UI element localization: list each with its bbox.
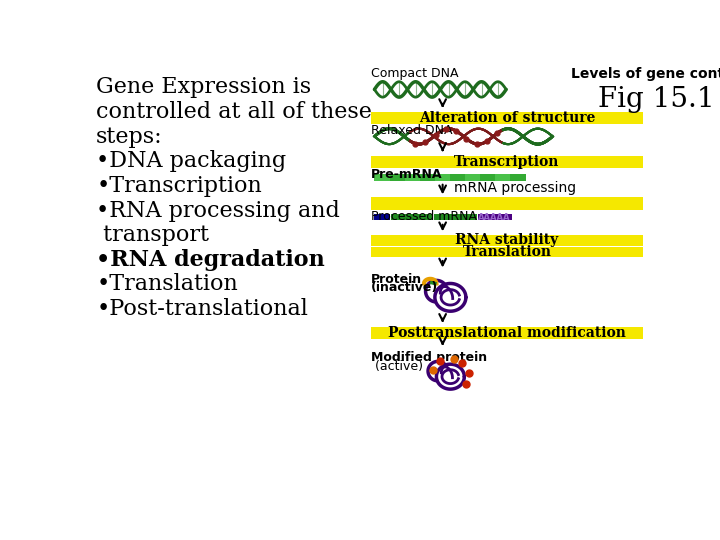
Text: mRNA processing: mRNA processing bbox=[454, 181, 577, 195]
Text: (active): (active) bbox=[371, 360, 423, 373]
Bar bbox=[374, 214, 390, 220]
Text: Levels of gene control: Levels of gene control bbox=[571, 67, 720, 81]
Text: Protein: Protein bbox=[371, 273, 422, 286]
Text: Posttranslational modification: Posttranslational modification bbox=[388, 326, 626, 340]
Text: Fig 15.1: Fig 15.1 bbox=[598, 86, 714, 113]
Text: Relaxed DNA: Relaxed DNA bbox=[371, 124, 452, 137]
Text: •Transcription: •Transcription bbox=[96, 175, 262, 197]
Text: Gene Expression is: Gene Expression is bbox=[96, 76, 311, 98]
Text: AAAAA: AAAAA bbox=[478, 213, 510, 222]
Text: controlled at all of these: controlled at all of these bbox=[96, 101, 372, 123]
Bar bbox=[371, 156, 644, 168]
Bar bbox=[374, 174, 390, 181]
Text: (inactive): (inactive) bbox=[371, 281, 438, 294]
Text: •DNA packaging: •DNA packaging bbox=[96, 150, 287, 172]
Text: •Translation: •Translation bbox=[96, 273, 238, 295]
Text: Processed mRNA: Processed mRNA bbox=[371, 210, 477, 222]
Text: Alteration of structure: Alteration of structure bbox=[419, 111, 595, 125]
Bar bbox=[495, 174, 510, 181]
Bar bbox=[371, 235, 644, 246]
Bar bbox=[434, 214, 477, 220]
Text: RNA stability: RNA stability bbox=[455, 233, 559, 247]
Bar bbox=[435, 174, 450, 181]
Bar bbox=[371, 197, 644, 210]
Text: •RNA degradation: •RNA degradation bbox=[96, 249, 325, 271]
Text: transport: transport bbox=[96, 224, 210, 246]
Text: Compact DNA: Compact DNA bbox=[371, 67, 458, 80]
Bar bbox=[465, 174, 480, 181]
Bar bbox=[371, 112, 644, 124]
Bar bbox=[374, 174, 526, 181]
Text: steps:: steps: bbox=[96, 126, 163, 147]
Bar bbox=[391, 214, 433, 220]
Bar bbox=[477, 214, 513, 220]
Bar bbox=[371, 327, 644, 339]
Text: •Post-translational: •Post-translational bbox=[96, 298, 308, 320]
Text: Pre-mRNA: Pre-mRNA bbox=[371, 168, 442, 181]
Text: Transcription: Transcription bbox=[454, 155, 559, 169]
Text: Modified protein: Modified protein bbox=[371, 351, 487, 364]
Bar bbox=[371, 247, 644, 257]
Text: Translation: Translation bbox=[462, 245, 552, 259]
Bar bbox=[405, 174, 420, 181]
Text: •RNA processing and: •RNA processing and bbox=[96, 200, 340, 221]
